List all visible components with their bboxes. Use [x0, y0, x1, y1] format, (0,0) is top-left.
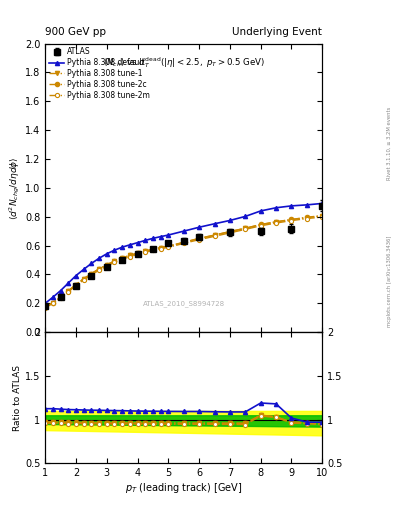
X-axis label: $p_T$ (leading track) [GeV]: $p_T$ (leading track) [GeV] [125, 481, 242, 495]
Text: $\langle N_{ch}\rangle$ vs $d_T^{\mathrm{dead}}(|\eta| < 2.5,\ p_T > 0.5\ \mathr: $\langle N_{ch}\rangle$ vs $d_T^{\mathrm… [103, 55, 265, 70]
Legend: ATLAS, Pythia 8.308 default, Pythia 8.308 tune-1, Pythia 8.308 tune-2c, Pythia 8: ATLAS, Pythia 8.308 default, Pythia 8.30… [48, 46, 152, 101]
Text: mcplots.cern.ch [arXiv:1306.3436]: mcplots.cern.ch [arXiv:1306.3436] [387, 236, 392, 327]
Text: 900 GeV pp: 900 GeV pp [45, 27, 106, 37]
Text: Underlying Event: Underlying Event [232, 27, 322, 37]
Y-axis label: Ratio to ATLAS: Ratio to ATLAS [13, 365, 22, 431]
Y-axis label: $\langle d^2 N_{chg}/d\eta d\phi\rangle$: $\langle d^2 N_{chg}/d\eta d\phi\rangle$ [8, 156, 22, 220]
Text: ATLAS_2010_S8994728: ATLAS_2010_S8994728 [143, 300, 225, 307]
Text: Rivet 3.1.10, ≥ 3.2M events: Rivet 3.1.10, ≥ 3.2M events [387, 106, 392, 180]
